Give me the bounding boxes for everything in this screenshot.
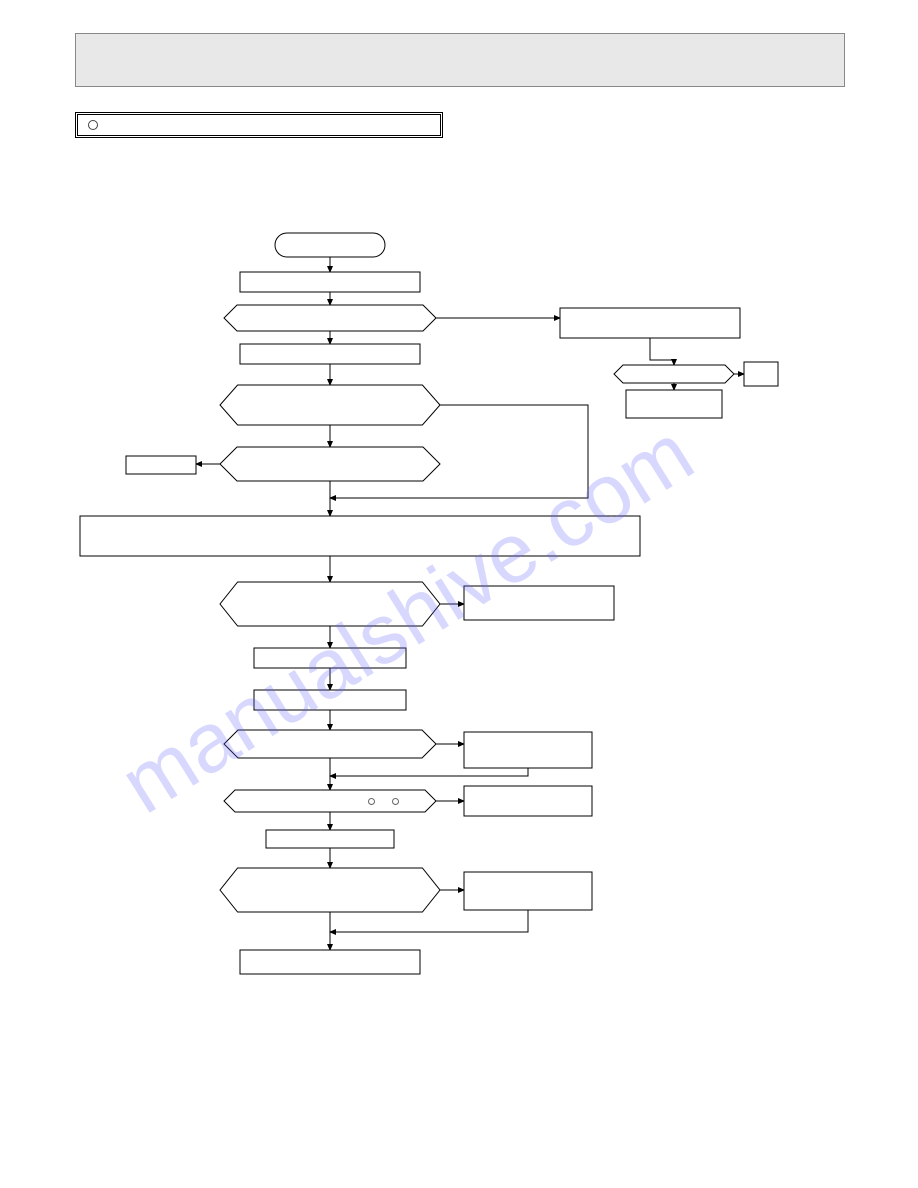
node-pRight3 bbox=[626, 390, 722, 418]
node-dRight bbox=[614, 365, 734, 383]
node-p7 bbox=[266, 830, 394, 848]
node-d5 bbox=[224, 730, 436, 758]
deco-circle-icon bbox=[392, 798, 399, 805]
node-p5 bbox=[254, 648, 406, 668]
deco-circle-icon bbox=[368, 798, 375, 805]
watermark-text: manualshive.com bbox=[104, 404, 710, 833]
edge-pSide2-merge5 bbox=[330, 768, 528, 776]
node-d4 bbox=[220, 582, 440, 626]
node-p1 bbox=[240, 272, 420, 292]
callout-bullet-icon bbox=[88, 120, 98, 130]
node-p6 bbox=[254, 690, 406, 710]
edge-pRight1-dRight bbox=[650, 338, 674, 365]
node-d3 bbox=[220, 447, 440, 481]
node-pSide4 bbox=[464, 872, 592, 910]
node-start bbox=[275, 233, 385, 257]
node-pSide3 bbox=[464, 786, 592, 816]
node-pRight1 bbox=[560, 308, 740, 338]
node-pLeft bbox=[126, 456, 196, 474]
node-pRight2 bbox=[744, 362, 778, 386]
node-pSide1 bbox=[464, 586, 614, 620]
header-bar bbox=[75, 33, 845, 87]
node-d6 bbox=[224, 790, 436, 812]
callout-box bbox=[75, 112, 443, 138]
node-pSide2 bbox=[464, 732, 592, 768]
node-p8 bbox=[240, 950, 420, 974]
node-d7 bbox=[220, 868, 440, 912]
node-d1 bbox=[224, 305, 436, 331]
edge-pSide4-merge7 bbox=[330, 910, 528, 932]
node-p2 bbox=[240, 344, 420, 364]
edge-d2-merge1 bbox=[330, 405, 588, 498]
node-wide bbox=[80, 516, 640, 556]
node-d2 bbox=[220, 385, 440, 425]
flowchart-canvas bbox=[0, 0, 918, 1188]
